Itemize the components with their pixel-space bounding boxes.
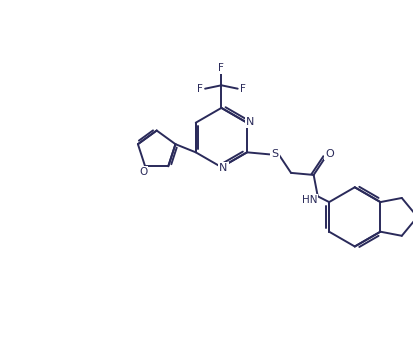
Text: S: S: [271, 149, 278, 159]
Text: HN: HN: [301, 195, 316, 205]
Text: F: F: [218, 63, 224, 73]
Text: F: F: [197, 84, 203, 94]
Text: F: F: [239, 84, 245, 94]
Text: O: O: [139, 167, 147, 177]
Text: O: O: [324, 149, 333, 159]
Text: N: N: [219, 163, 227, 174]
Text: N: N: [246, 117, 254, 127]
